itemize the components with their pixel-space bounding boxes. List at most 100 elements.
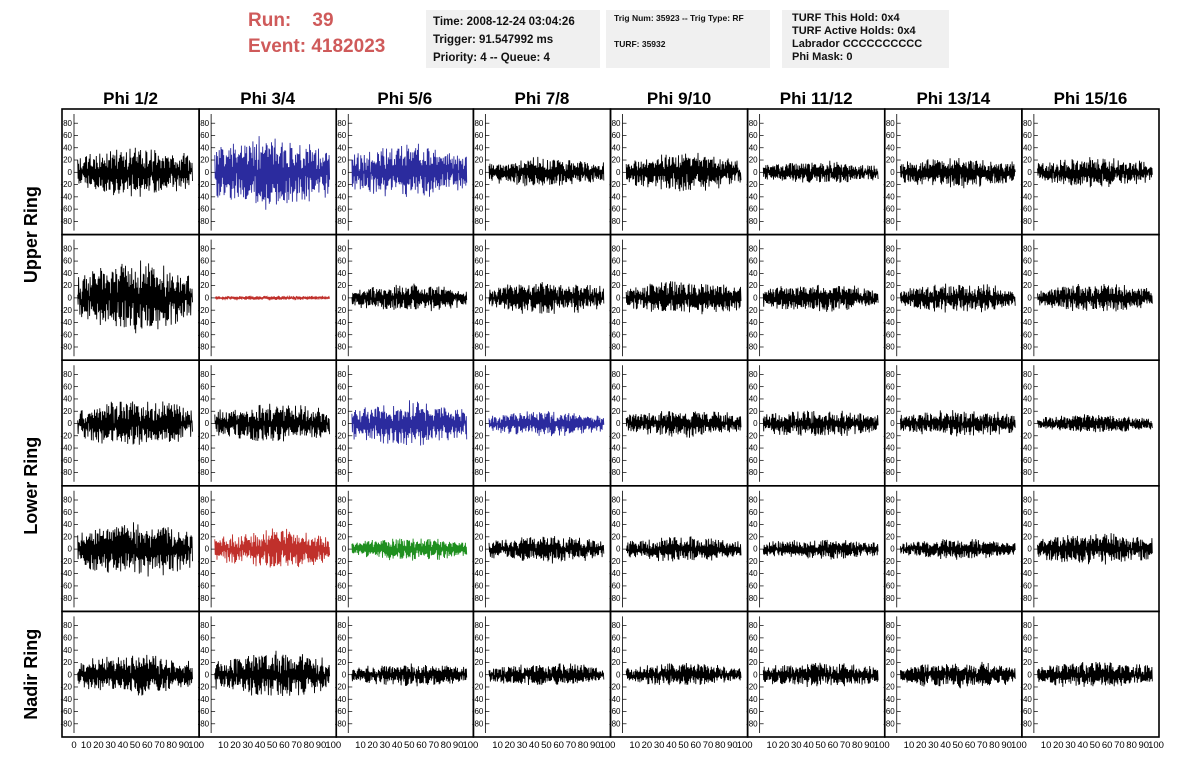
x-tick-label: 60: [690, 740, 701, 751]
waveform-trace: [625, 152, 742, 192]
x-tick-label: 10: [81, 740, 92, 751]
y-tick-label: 40: [886, 395, 895, 404]
waveform-panel: -80 -60 -40 -20 0 20 40 60 80: [883, 108, 1023, 236]
y-tick-label: -60: [198, 582, 210, 591]
y-tick-label: 60: [886, 508, 895, 517]
y-tick-label: -60: [1020, 205, 1032, 214]
y-tick-label: 0: [479, 168, 484, 177]
y-tick-label: 80: [474, 119, 483, 128]
y-tick-label: -40: [198, 318, 210, 327]
y-tick-label: 20: [63, 532, 72, 541]
waveform-trace: [488, 536, 605, 564]
y-tick-label: 80: [886, 370, 895, 379]
y-tick-label: -40: [472, 695, 484, 704]
x-tick-label: 90: [1138, 740, 1149, 751]
panel-frame: [1021, 610, 1160, 738]
waveform-panel: -80 -60 -40 -20 0 20 40 60 80: [609, 108, 749, 236]
y-tick-label: -80: [883, 217, 895, 226]
y-tick-label: -40: [335, 569, 347, 578]
y-tick-label: -60: [883, 582, 895, 591]
waveform-panel: -80 -60 -40 -20 0 20 40 60 80: [609, 359, 749, 487]
y-tick-label: 20: [200, 658, 209, 667]
waveform-trace: [899, 410, 1016, 437]
y-tick-label: -80: [198, 468, 210, 477]
y-tick-label: -20: [60, 180, 72, 189]
y-tick-label: 0: [890, 294, 895, 303]
y-tick-label: -60: [198, 707, 210, 716]
waveform-trace: [351, 143, 468, 197]
y-tick-label: 60: [749, 508, 758, 517]
y-tick-label: 60: [474, 131, 483, 140]
run-label: Run:: [248, 10, 292, 31]
waveform-trace: [351, 538, 468, 561]
y-tick-label: 40: [474, 646, 483, 655]
y-tick-label: 40: [63, 520, 72, 529]
y-tick-label: -20: [198, 683, 210, 692]
y-tick-label: 40: [886, 143, 895, 152]
y-tick-label: 60: [612, 508, 621, 517]
y-tick-label: -60: [746, 456, 758, 465]
y-tick-label: 80: [612, 496, 621, 505]
x-tick-label: 80: [1126, 740, 1137, 751]
y-tick-label: -80: [198, 719, 210, 728]
y-tick-label: 20: [1023, 532, 1032, 541]
waveform-panel: -80 -60 -40 -20 0 20 40 60 80: [883, 359, 1023, 487]
x-tick-label: 10: [767, 740, 778, 751]
x-tick-label: 20: [642, 740, 653, 751]
column-header: Phi 1/2: [103, 89, 158, 108]
y-tick-label: 60: [1023, 382, 1032, 391]
x-tick-label: 70: [291, 740, 302, 751]
waveform-panel: -80 -60 -40 -20 0 20 40 60 80: [1020, 108, 1160, 236]
trigger-text: Trigger: 91.547992 ms: [433, 34, 554, 46]
y-tick-label: -60: [60, 707, 72, 716]
run-value: 39: [312, 10, 334, 31]
x-tick-label: 60: [142, 740, 153, 751]
y-tick-label: -80: [609, 594, 621, 603]
y-tick-label: -40: [472, 569, 484, 578]
y-tick-label: 80: [749, 244, 758, 253]
y-tick-label: 20: [612, 407, 621, 416]
y-tick-label: -60: [883, 205, 895, 214]
waveform-panel: -80 -60 -40 -20 0 20 40 60 80: [335, 108, 475, 236]
y-tick-label: -40: [1020, 318, 1032, 327]
x-tick-label: 100: [737, 740, 753, 751]
y-tick-label: -20: [746, 306, 758, 315]
x-tick-label: 70: [703, 740, 714, 751]
y-tick-label: -60: [609, 205, 621, 214]
y-tick-label: -20: [335, 683, 347, 692]
y-tick-label: -80: [335, 468, 347, 477]
y-tick-label: -40: [472, 192, 484, 201]
y-tick-label: 60: [612, 131, 621, 140]
y-tick-label: 20: [1023, 407, 1032, 416]
y-tick-label: 60: [886, 257, 895, 266]
y-tick-label: 20: [63, 407, 72, 416]
y-tick-label: 0: [616, 168, 621, 177]
y-tick-label: 40: [1023, 269, 1032, 278]
y-tick-label: 40: [612, 520, 621, 529]
y-tick-label: 60: [612, 382, 621, 391]
y-tick-label: 40: [749, 143, 758, 152]
y-tick-label: 0: [890, 670, 895, 679]
y-tick-label: 40: [886, 269, 895, 278]
y-tick-label: 40: [749, 646, 758, 655]
y-tick-label: -20: [335, 557, 347, 566]
waveform-trace: [762, 539, 879, 560]
y-tick-label: 0: [479, 545, 484, 554]
y-tick-label: -40: [60, 569, 72, 578]
y-tick-label: 80: [612, 621, 621, 630]
y-tick-label: -40: [746, 318, 758, 327]
y-tick-label: -20: [198, 306, 210, 315]
waveform-trace: [488, 663, 605, 686]
y-tick-label: 20: [474, 156, 483, 165]
x-tick-label: 20: [93, 740, 104, 751]
y-tick-label: -40: [609, 444, 621, 453]
y-tick-label: 20: [1023, 658, 1032, 667]
y-tick-label: 60: [200, 508, 209, 517]
y-tick-label: 80: [200, 496, 209, 505]
y-tick-label: 60: [200, 257, 209, 266]
y-tick-label: -80: [1020, 468, 1032, 477]
x-tick-label: 80: [715, 740, 726, 751]
y-tick-label: 20: [63, 281, 72, 290]
y-tick-label: 60: [337, 257, 346, 266]
